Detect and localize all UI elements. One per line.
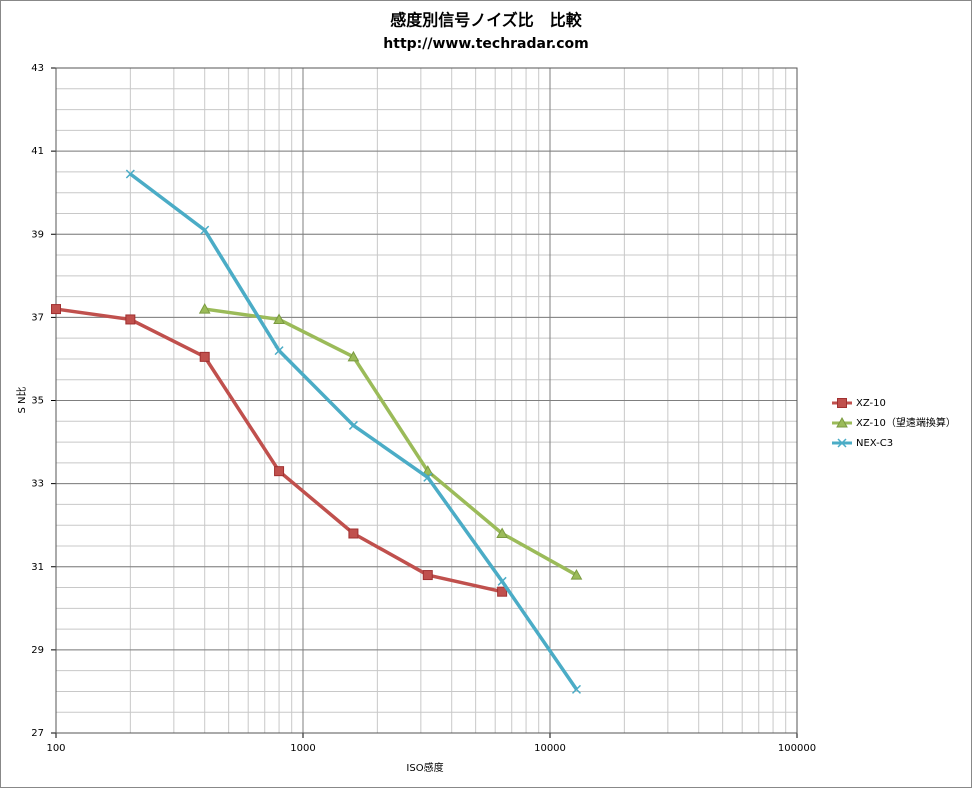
x-axis-title: ISO感度: [406, 761, 443, 774]
plot-border: [55, 67, 798, 734]
data-point: [274, 466, 285, 477]
data-point: [571, 684, 582, 694]
data-point: [423, 472, 433, 482]
chart-title: 感度別信号ノイズ比 比較: [390, 11, 583, 30]
y-tick-label: 29: [31, 645, 44, 656]
data-point: [348, 420, 358, 430]
y-tick-label: 37: [31, 312, 44, 323]
legend-marker: [837, 438, 847, 448]
x-tick-label: 10000: [534, 743, 566, 754]
data-point: [348, 528, 359, 539]
data-point: [198, 303, 211, 314]
x-tick-label: 100: [46, 743, 65, 754]
data-point: [421, 465, 434, 476]
data-point: [274, 346, 284, 356]
y-tick-label: 35: [31, 396, 44, 407]
data-point: [496, 527, 508, 538]
data-point: [51, 304, 61, 315]
y-tick-label: 39: [31, 229, 44, 240]
data-point: [497, 586, 508, 597]
legend-marker: [837, 398, 847, 408]
data-point: [199, 351, 210, 362]
x-tick-label: 1000: [290, 743, 315, 754]
data-point: [570, 569, 583, 580]
y-axis-title: S N比: [16, 386, 28, 413]
legend-marker: [836, 416, 848, 428]
chart-subtitle: http://www.techradar.com: [383, 36, 588, 52]
legend-label: XZ-10（望遠端換算）: [856, 416, 956, 429]
data-point: [497, 576, 507, 586]
legend-label: NEX-C3: [856, 438, 893, 449]
y-tick-label: 33: [31, 479, 44, 490]
data-point: [125, 169, 135, 179]
y-tick-label: 31: [31, 562, 44, 573]
y-tick-label: 41: [31, 146, 44, 157]
data-point: [347, 350, 360, 362]
legend-label: XZ-10: [856, 398, 886, 409]
data-point: [422, 570, 433, 581]
y-tick-label: 27: [31, 728, 44, 739]
y-tick-label: 43: [31, 63, 44, 74]
x-tick-label: 100000: [778, 743, 816, 754]
series-line: [204, 307, 578, 577]
data-point: [273, 313, 285, 324]
data-point: [125, 314, 136, 325]
data-point: [200, 225, 210, 235]
